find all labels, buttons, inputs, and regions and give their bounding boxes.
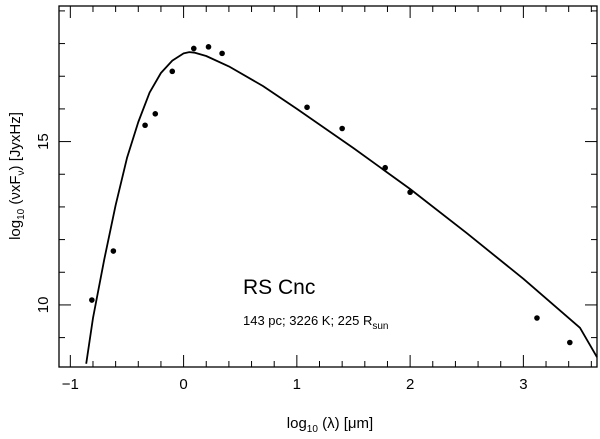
x-tick-label: −1 [62,376,79,393]
x-tick-label: 3 [519,376,527,393]
tick-labels: −1 0 1 2 3 10 15 [35,133,528,393]
annotation-title: RS Cnc [243,276,315,299]
data-point [339,125,345,132]
data-point [89,297,95,303]
x-axis-label-prefix: log [287,415,307,432]
plot-area-border [58,5,598,368]
data-point [169,68,176,75]
y-axis-label-prefix: log [7,220,24,240]
x-tick-label: 2 [406,376,414,393]
annotation-parameters-subscript: sun [372,321,388,332]
data-point [219,50,225,57]
x-tick-label: 0 [179,376,187,393]
y-axis-label-text1: (νxF [7,175,24,208]
y-axis-label-subscript: 10 [16,208,27,220]
data-point [142,122,148,129]
plot-frame [58,5,598,368]
x-axis-label: log10 (λ) [μm] [287,415,373,435]
axis-ticks [59,6,597,367]
annotation-parameters-main: 143 pc; 3226 K; 225 R [243,313,372,328]
data-point [382,164,388,171]
data-point [407,189,413,196]
data-point [567,339,573,346]
y-axis-label: log10 (νxFν) [JyxHz] [7,112,27,240]
data-point [205,44,212,50]
y-tick-label: 15 [35,133,52,150]
data-point [190,45,197,52]
x-axis-label-subscript: 10 [307,424,319,435]
y-axis-label-subscript2: ν [16,170,27,175]
y-tick-label: 10 [35,297,52,314]
data-point [304,104,310,111]
model-curve [85,51,598,364]
data-point [110,248,117,254]
y-axis-label-text2: ) [JyxHz] [7,112,24,170]
x-axis-label-text: (λ) [μm] [318,415,373,432]
annotation-parameters: 143 pc; 3226 K; 225 Rsun [243,313,389,332]
data-points [89,44,573,346]
data-point [152,111,159,117]
data-point [534,315,540,321]
model-curve-line [85,51,598,364]
x-tick-label: 1 [293,376,301,393]
